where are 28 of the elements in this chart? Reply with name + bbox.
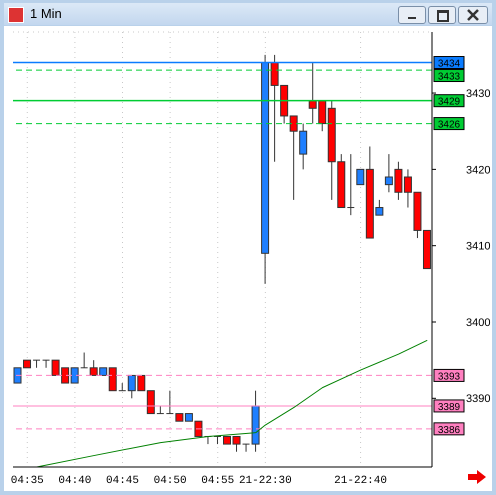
ref-line-label: 3386 — [438, 424, 461, 436]
line-series — [36, 340, 428, 467]
ref-line-label: 3429 — [438, 96, 461, 108]
ref-line-label: 3389 — [438, 402, 461, 413]
x-tick-label: 04:40 — [58, 474, 92, 487]
ref-line-label: 3434 — [438, 58, 461, 70]
x-tick-label: 04:35 — [10, 474, 44, 487]
candlestick — [42, 360, 50, 368]
y-tick-label: 3390 — [466, 393, 490, 406]
chart-title: 1 Min — [30, 6, 62, 21]
candlestick — [346, 154, 355, 216]
candlestick — [242, 444, 250, 452]
y-tick-label: 3410 — [466, 240, 490, 253]
y-tick-label: 3420 — [466, 164, 490, 176]
ref-line-label: 3433 — [438, 72, 461, 83]
candlestick — [32, 360, 41, 368]
x-tick-label: 04:45 — [106, 474, 140, 487]
candlestick — [166, 390, 174, 414]
x-tick-label: 04:55 — [201, 474, 234, 487]
y-tick-label: 3430 — [466, 88, 490, 100]
x-tick-label: 04:50 — [154, 474, 187, 487]
ref-line-label: 3393 — [438, 371, 461, 382]
y-tick-label: 3400 — [466, 316, 490, 329]
ref-line-label: 3426 — [438, 120, 461, 131]
candlestick — [118, 382, 126, 392]
candlestick — [80, 352, 88, 368]
x-tick-label: 21-22:40 — [334, 474, 387, 487]
x-tick-label: 21-22:30 — [238, 474, 292, 487]
